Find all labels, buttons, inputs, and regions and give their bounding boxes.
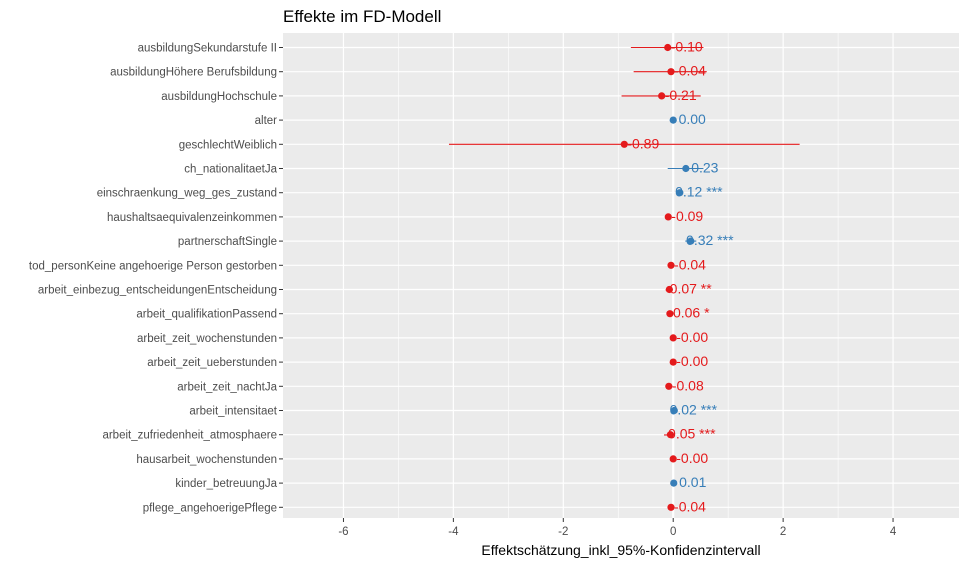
data-label: -0.21: [665, 87, 697, 103]
x-tick-label: -2: [558, 526, 568, 538]
y-tick-label: alter: [255, 115, 278, 127]
estimate-point: [665, 285, 673, 294]
y-tick-label: kinder_betreuungJa: [175, 478, 277, 490]
data-label: -0.08: [672, 377, 704, 393]
y-tick-label: ausbildungHochschule: [161, 91, 277, 103]
plot-panel: [283, 33, 959, 518]
data-label: 0.01: [679, 474, 706, 490]
y-tick-label: arbeit_intensitaet: [189, 406, 277, 418]
estimate-point: [667, 261, 675, 269]
y-tick-label: arbeit_zufriedenheit_atmosphaere: [102, 430, 277, 442]
y-tick-label: arbeit_zeit_nachtJa: [177, 381, 277, 393]
y-tick-label: geschlechtWeiblich: [179, 139, 277, 151]
chart-title: Effekte im FD-Modell: [283, 7, 441, 26]
y-tick-label: pflege_angehoerigePflege: [143, 502, 277, 514]
data-label: -0.04: [674, 256, 706, 272]
estimate-point: [664, 43, 672, 52]
estimate-point: [666, 310, 674, 318]
x-tick-label: -6: [338, 526, 348, 538]
estimate-point: [670, 479, 678, 487]
data-label: 0.12 ***: [675, 184, 723, 200]
y-tick-label: ausbildungSekundarstufe II: [138, 43, 277, 55]
grid-lines: [283, 33, 959, 518]
estimate-point: [620, 140, 628, 148]
y-tick-label: haushaltsaequivalenzeinkommen: [107, 212, 277, 224]
y-tick-label: tod_personKeine angehoerige Person gesto…: [29, 260, 277, 272]
y-tick-label: partnerschaftSingle: [178, 236, 277, 248]
data-label: 0.23: [691, 160, 718, 176]
y-tick-label: arbeit_einbezug_entscheidungenEntscheidu…: [38, 285, 277, 297]
x-tick-label: 2: [780, 526, 786, 538]
data-label: -0.00: [676, 329, 708, 345]
data-label: 0.02 ***: [670, 402, 718, 418]
y-tick-label: hausarbeit_wochenstunden: [136, 454, 277, 466]
estimate-point: [667, 503, 675, 511]
estimate-point: [666, 431, 675, 439]
data-label: -0.00: [676, 450, 708, 466]
estimate-point: [669, 455, 677, 463]
estimate-point: [682, 164, 690, 173]
estimate-point: [669, 334, 677, 342]
estimate-point: [669, 358, 677, 366]
data-label: -0.06 *: [668, 305, 710, 321]
y-tick-label: arbeit_zeit_ueberstunden: [147, 357, 277, 369]
estimate-point: [658, 92, 666, 100]
data-label: -0.89: [627, 135, 659, 151]
estimate-point: [670, 406, 678, 415]
data-label: 0.32 ***: [686, 232, 734, 248]
data-label: -0.10: [671, 39, 703, 55]
x-tick-label: 0: [670, 526, 676, 538]
data-label: -0.04: [674, 498, 706, 514]
estimate-point: [665, 382, 673, 390]
x-tick-label: -4: [448, 526, 459, 538]
estimate-point: [664, 213, 672, 221]
x-axis-ticks: -6 -4 -2 0 2 4: [338, 518, 897, 538]
y-tick-label: einschraenkung_weg_ges_zustand: [97, 188, 277, 200]
x-tick-label: 4: [890, 526, 897, 538]
y-axis-labels: ausbildungSekundarstufe II ausbildungHöhe…: [29, 43, 283, 514]
y-tick-label: arbeit_qualifikationPassend: [136, 309, 277, 321]
x-axis-label: Effektschätzung_inkl_95%-Konfidenzinterv…: [481, 542, 760, 558]
y-tick-label: ch_nationalitaetJa: [184, 164, 277, 176]
data-label: -0.00: [676, 353, 708, 369]
data-marks: -0.10 -0.04 -0.21 0.00 -0.89 0.23 0.12 *** -0.0…: [448, 39, 800, 514]
estimate-point: [667, 68, 675, 76]
y-tick-label: ausbildungHöhere Berufsbildung: [110, 67, 277, 79]
data-label: -0.07 **: [665, 281, 712, 297]
data-label: -0.04: [674, 63, 706, 79]
data-label: 0.00: [679, 111, 706, 127]
y-tick-label: arbeit_zeit_wochenstunden: [137, 333, 277, 345]
estimate-point: [687, 237, 695, 245]
data-label: -0.05 ***: [663, 426, 716, 442]
data-label: -0.09: [671, 208, 703, 224]
estimate-point: [669, 116, 677, 124]
estimate-point: [676, 189, 684, 197]
